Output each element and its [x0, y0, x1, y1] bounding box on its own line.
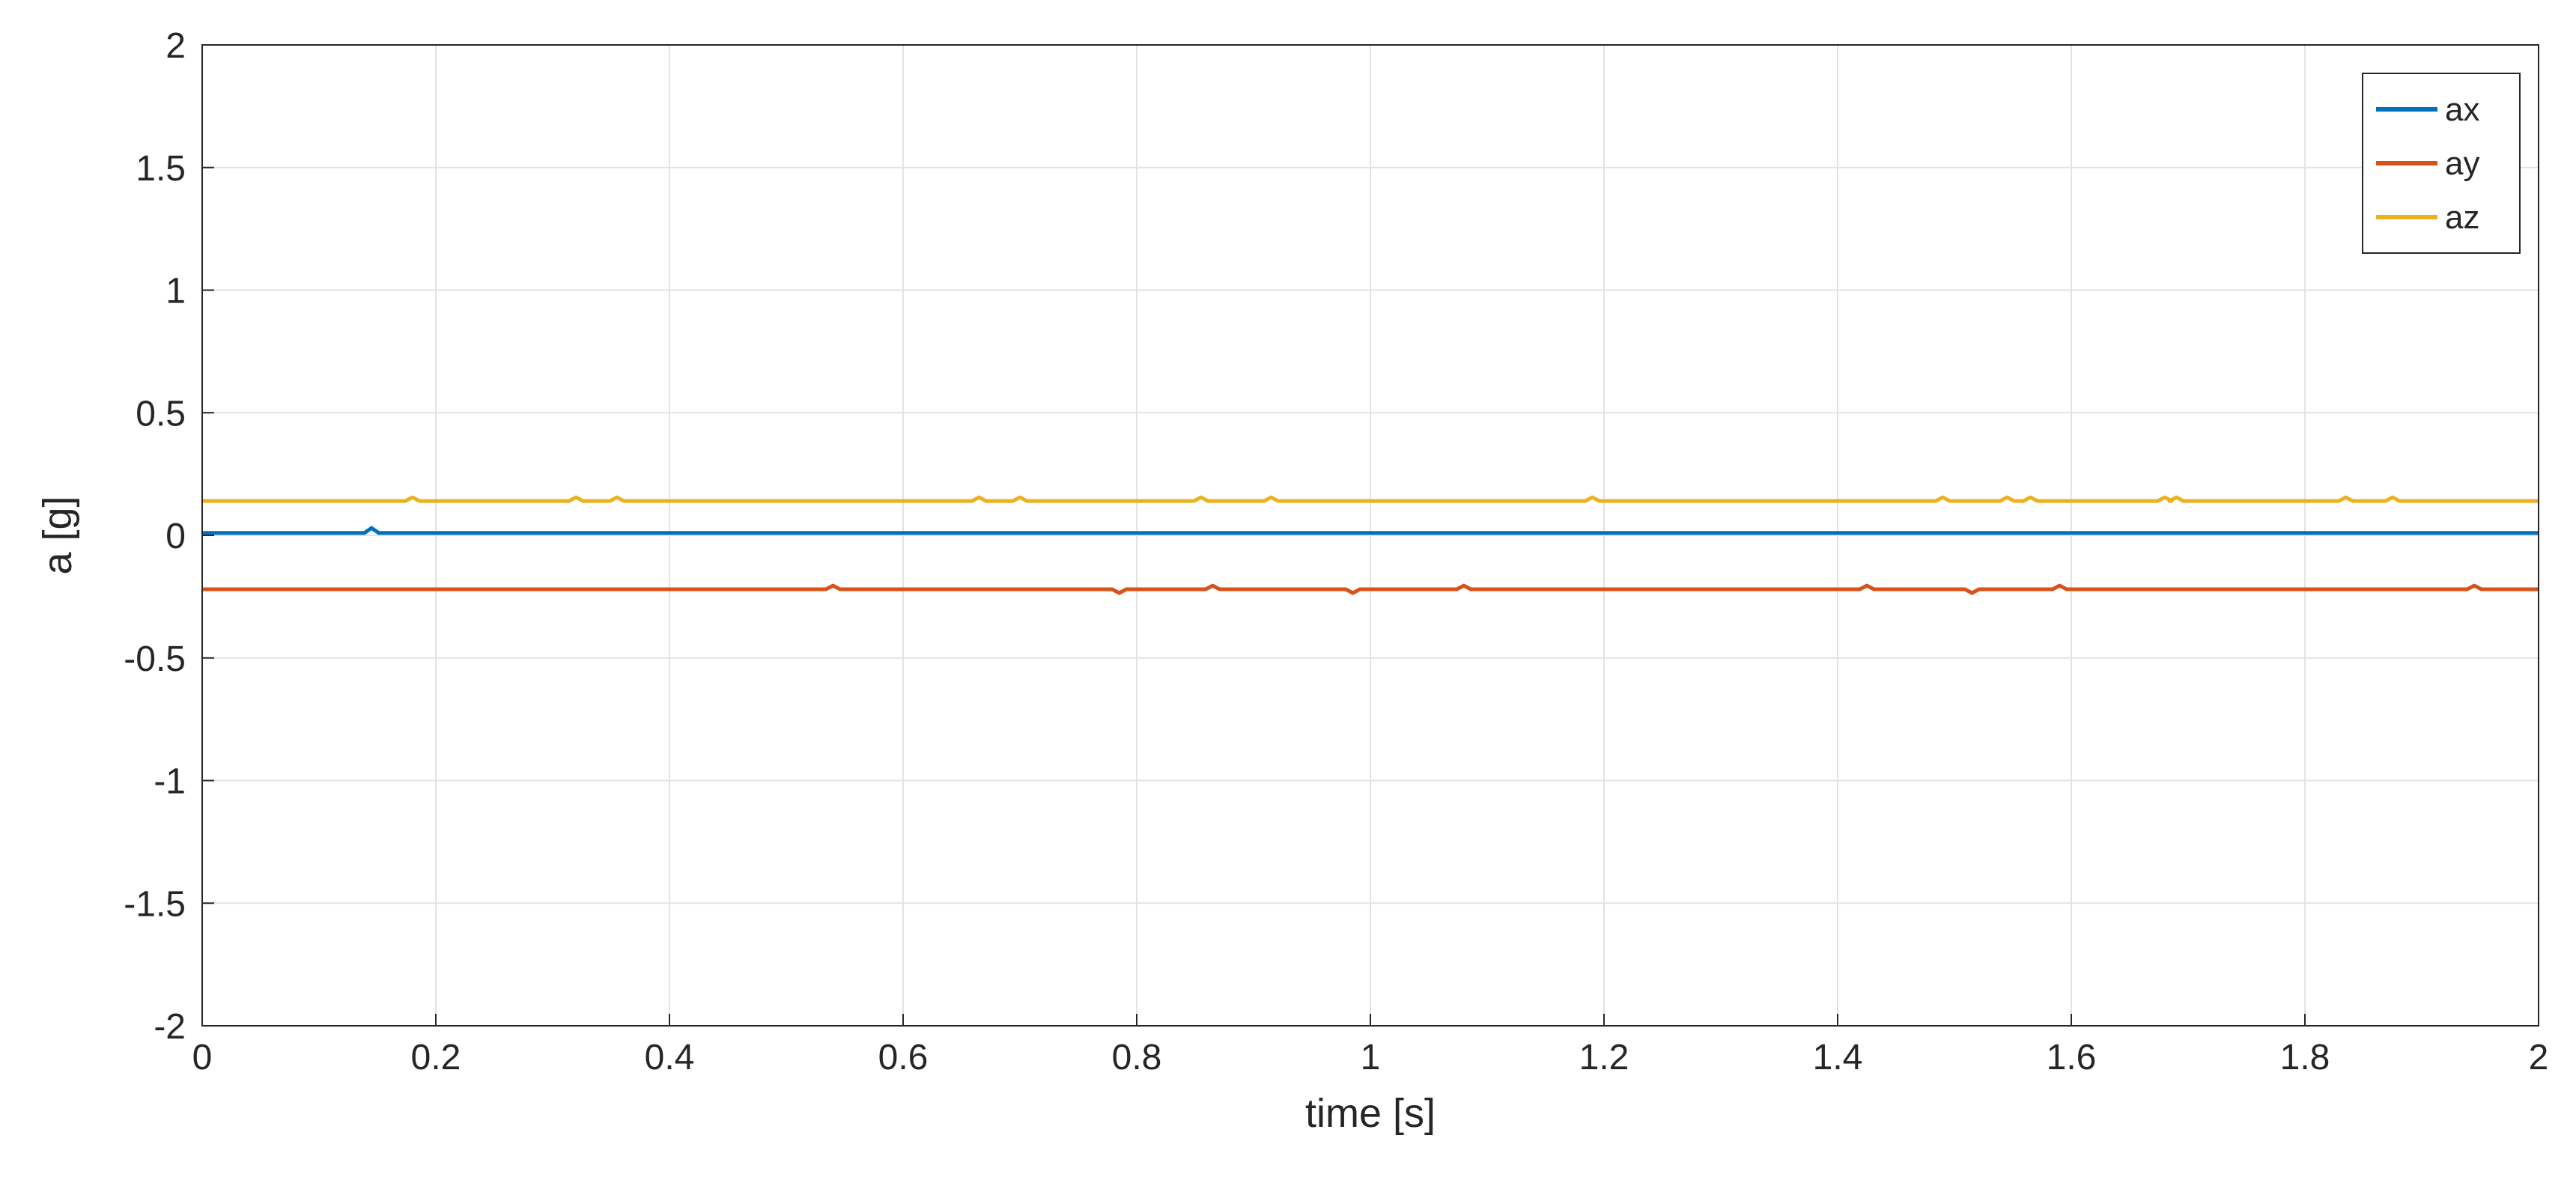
legend: ax ay az [2362, 73, 2521, 254]
series-line-ax [202, 526, 2539, 535]
series-line-az [202, 495, 2539, 503]
x-tick-label: 1.6 [2047, 1038, 2097, 1077]
x-tick-label: 0.4 [645, 1038, 695, 1077]
y-tick-label: 0.5 [136, 394, 186, 434]
y-tick-label: -1 [154, 762, 186, 802]
y-tick-label: 2 [165, 26, 186, 66]
y-tick-label: -0.5 [124, 639, 186, 679]
x-tick-label: 2 [2529, 1038, 2549, 1077]
x-tick-label: 1.8 [2280, 1038, 2330, 1077]
y-tick-label: 1 [165, 272, 186, 311]
legend-label-az: az [2445, 199, 2479, 236]
x-tick-label: 1 [1361, 1038, 1381, 1077]
x-tick-label: 1.2 [1579, 1038, 1629, 1077]
legend-label-ay: ay [2445, 145, 2479, 182]
y-tick-label: -1.5 [124, 884, 186, 924]
x-tick-label: 1.4 [1813, 1038, 1863, 1077]
y-axis-label: a [g] [35, 496, 80, 574]
y-tick-label: -2 [154, 1007, 186, 1047]
x-axis-label: time [s] [1305, 1091, 1436, 1136]
x-tick-label: 0.8 [1112, 1038, 1162, 1077]
y-tick-label: 1.5 [136, 149, 186, 189]
x-tick-label: 0.6 [878, 1038, 929, 1077]
x-tick-label: 0 [192, 1038, 213, 1077]
legend-label-ax: ax [2445, 91, 2479, 128]
series-line-ay [202, 583, 2539, 595]
x-tick-label: 0.2 [411, 1038, 461, 1077]
series-layer [202, 495, 2539, 595]
y-tick-label: 0 [165, 517, 186, 556]
axis-ticks: 0 0.2 0.4 0.6 0.8 1 1.2 1.4 1.6 1.8 2 -2 -1.5 -1 -0.5 0… [124, 26, 2548, 1077]
